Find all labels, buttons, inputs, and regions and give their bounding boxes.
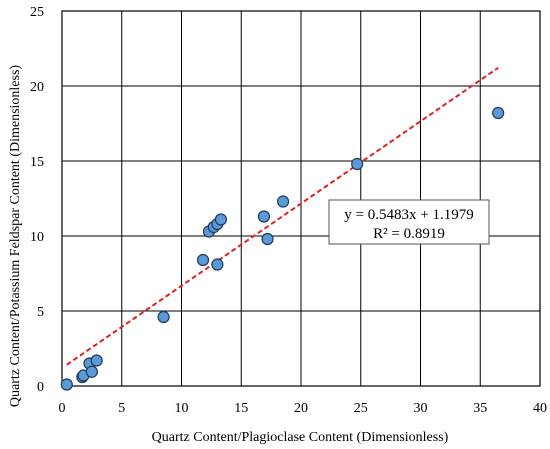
y-tick-label: 0 xyxy=(37,380,44,395)
y-tick-label: 25 xyxy=(30,5,44,20)
data-points xyxy=(60,106,505,391)
x-tick-label: 35 xyxy=(473,401,487,416)
x-tick-label: 0 xyxy=(59,401,66,416)
x-axis-tick-labels: 0 5 10 15 20 25 30 35 40 xyxy=(59,401,548,416)
y-axis-label: Quartz Content/Potassium Feldspar Conten… xyxy=(8,65,23,408)
data-point xyxy=(157,310,170,324)
x-tick-label: 30 xyxy=(414,401,428,416)
data-point xyxy=(276,195,290,208)
y-tick-label: 5 xyxy=(37,305,44,320)
data-point xyxy=(351,157,364,171)
y-tick-label: 15 xyxy=(30,155,44,170)
data-point xyxy=(60,378,73,391)
x-tick-label: 25 xyxy=(354,401,368,416)
linear-trendline xyxy=(66,67,499,366)
equation-box-frame xyxy=(328,199,490,245)
grid-lines xyxy=(61,10,541,387)
r-squared-value: R² = 0.8919 xyxy=(373,226,445,242)
data-point xyxy=(85,365,98,378)
x-tick-label: 15 xyxy=(234,401,248,416)
data-point xyxy=(257,210,271,223)
data-point xyxy=(196,253,210,267)
y-tick-label: 10 xyxy=(30,230,44,245)
x-tick-label: 5 xyxy=(118,401,125,416)
x-tick-label: 40 xyxy=(533,401,547,416)
data-point xyxy=(214,213,228,226)
x-tick-label: 20 xyxy=(294,401,308,416)
data-point xyxy=(492,106,505,120)
plot-area-border xyxy=(61,10,541,387)
y-axis-tick-labels: 0 5 10 15 20 25 xyxy=(30,5,44,395)
equation-box: y = 0.5483x + 1.1979 R² = 0.8919 xyxy=(328,199,490,245)
data-point xyxy=(261,232,274,246)
x-axis-label: Quartz Content/Plagioclase Content (Dime… xyxy=(152,430,449,445)
trendline-equation: y = 0.5483x + 1.1979 xyxy=(344,207,473,223)
data-point xyxy=(211,258,224,271)
data-point xyxy=(90,354,103,367)
x-tick-label: 10 xyxy=(175,401,189,416)
y-tick-label: 20 xyxy=(30,80,44,95)
